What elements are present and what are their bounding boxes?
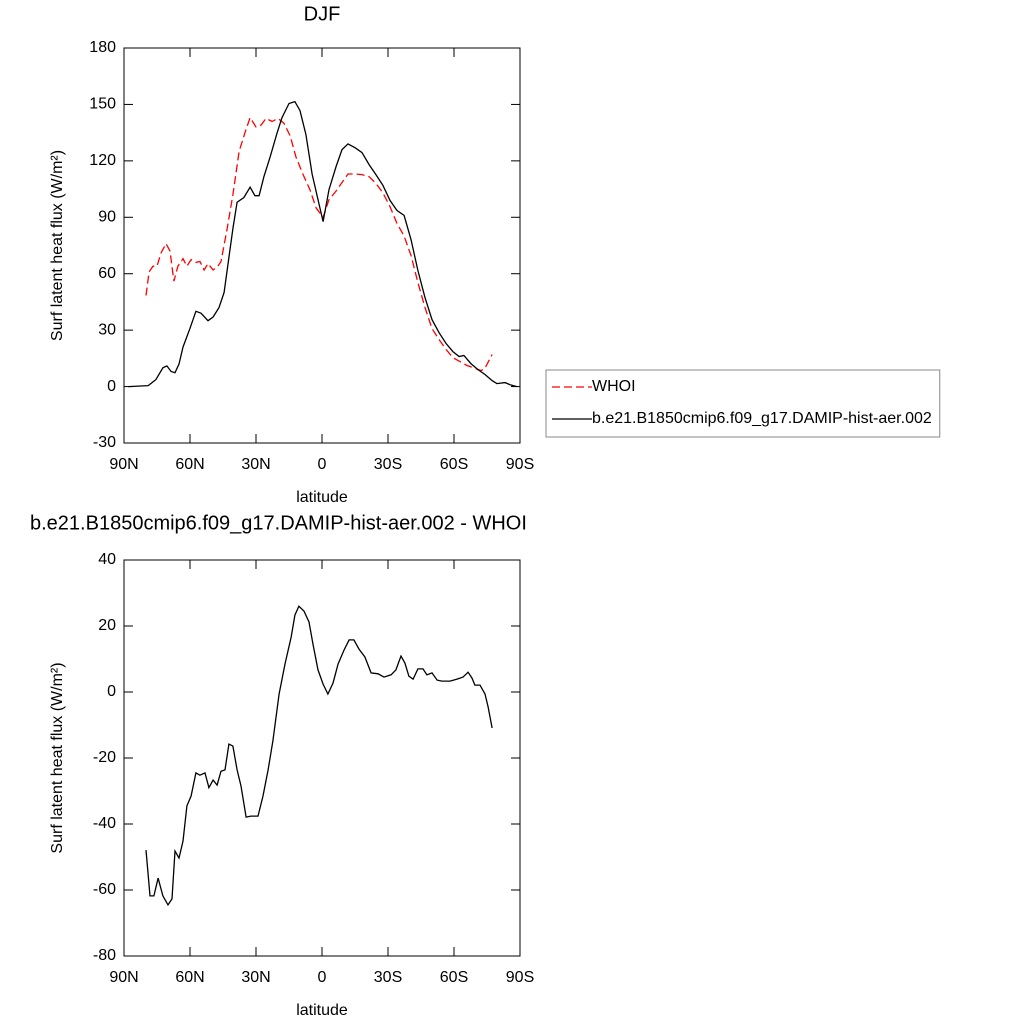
y-tick-label: 40 [98, 551, 116, 568]
legend-box [545, 369, 941, 438]
data-line [127, 100, 518, 388]
data-line [145, 605, 493, 907]
x-tick-label: 60N [175, 969, 204, 986]
y-tick-label: 180 [89, 39, 116, 56]
y-tick-label: 120 [89, 152, 116, 169]
y-tick-label: 0 [107, 683, 116, 700]
x-tick-label: 60S [440, 456, 468, 473]
x-axis-label: latitude [296, 1002, 348, 1019]
y-tick-label: -80 [93, 947, 116, 964]
x-tick-label: 90N [109, 969, 138, 986]
y-tick-label: 30 [98, 321, 116, 338]
x-tick-label: 90S [506, 969, 534, 986]
y-tick-label: -40 [93, 815, 116, 832]
plot-frame [123, 47, 521, 444]
y-tick-label: -60 [93, 881, 116, 898]
y-tick-label: 20 [98, 617, 116, 634]
data-line [145, 116, 493, 372]
y-tick-label: 60 [98, 265, 116, 282]
chart-title: b.e21.B1850cmip6.f09_g17.DAMIP-hist-aer.… [30, 512, 527, 534]
y-tick-label: 0 [107, 378, 116, 395]
x-tick-label: 60S [440, 969, 468, 986]
x-tick-label: 30S [374, 969, 402, 986]
chart-title: DJF [304, 3, 341, 25]
y-tick-label: 150 [89, 96, 116, 113]
x-axis-label: latitude [296, 489, 348, 506]
x-tick-label: 0 [318, 969, 327, 986]
legend: WHOI b.e21.B1850cmip6.f09_g17.DAMIP-hist-… [545, 369, 941, 438]
y-tick-label: -30 [93, 434, 116, 451]
y-axis-label: Surf latent heat flux (W/m²) [49, 150, 66, 341]
x-tick-label: 30N [241, 969, 270, 986]
legend-label: b.e21.B1850cmip6.f09_g17.DAMIP-hist-aer.… [592, 410, 932, 427]
x-tick-label: 90N [109, 456, 138, 473]
x-tick-label: 30S [374, 456, 402, 473]
legend-label: WHOI [592, 378, 636, 395]
y-tick-label: 90 [98, 209, 116, 226]
x-tick-label: 30N [241, 456, 270, 473]
plot-frame [123, 559, 521, 957]
y-tick-label: -20 [93, 749, 116, 766]
y-axis-label: Surf latent heat flux (W/m²) [49, 662, 66, 853]
x-tick-label: 0 [318, 456, 327, 473]
x-tick-label: 90S [506, 456, 534, 473]
x-tick-label: 60N [175, 456, 204, 473]
